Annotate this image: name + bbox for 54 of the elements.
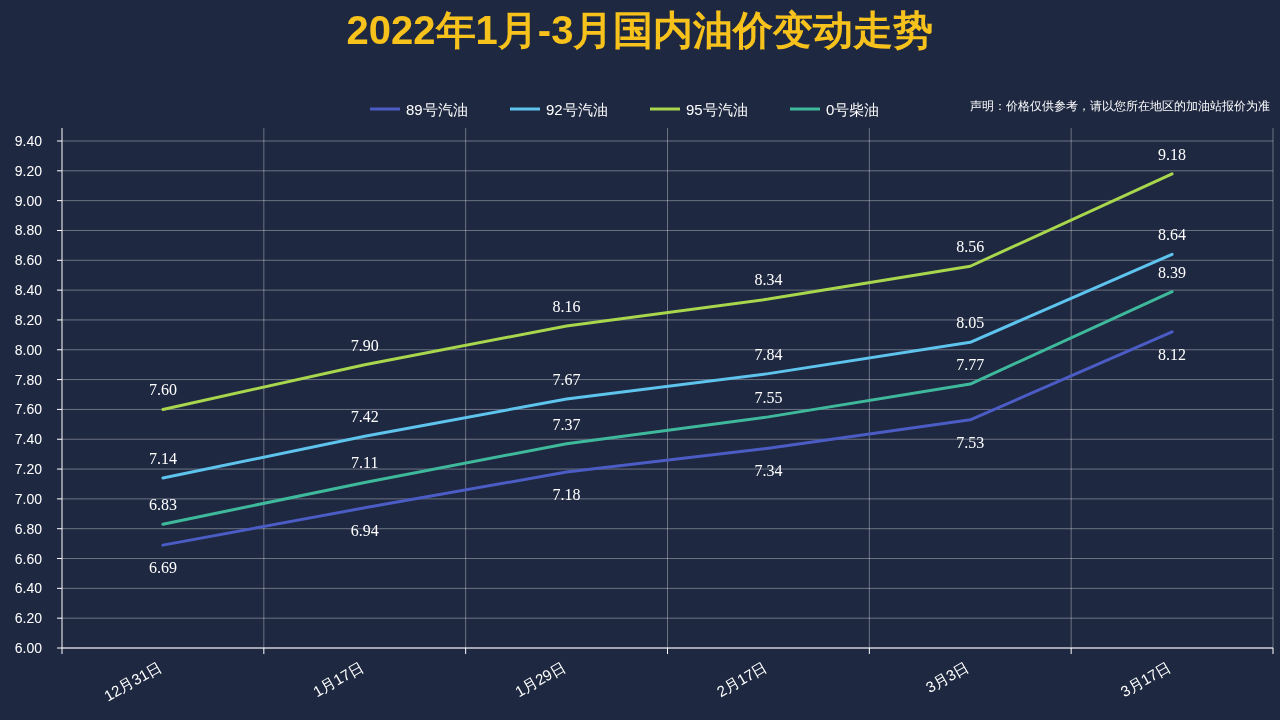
x-tick-label: 1月29日 xyxy=(511,657,569,701)
y-tick-label: 6.60 xyxy=(14,550,43,567)
y-tick-label: 7.60 xyxy=(14,401,43,418)
y-tick-label: 9.40 xyxy=(14,133,43,149)
data-label: 8.05 xyxy=(956,314,985,332)
y-tick-label: 8.00 xyxy=(14,341,43,358)
data-label: 7.77 xyxy=(956,356,985,374)
data-label: 8.39 xyxy=(1158,263,1187,281)
y-tick-label: 7.80 xyxy=(14,371,43,388)
y-tick-label: 6.00 xyxy=(14,640,43,656)
data-label: 7.37 xyxy=(552,415,581,433)
data-label: 7.34 xyxy=(754,462,783,480)
legend-label: 92号汽油 xyxy=(546,101,608,118)
data-label: 8.56 xyxy=(956,238,985,256)
y-tick-label: 6.40 xyxy=(14,580,43,597)
data-label: 8.16 xyxy=(552,297,581,315)
y-tick-label: 8.40 xyxy=(14,282,43,299)
data-label: 6.83 xyxy=(148,496,177,514)
x-tick-label: 12月31日 xyxy=(101,657,165,705)
y-tick-label: 9.20 xyxy=(14,162,43,179)
data-label: 7.14 xyxy=(148,450,177,468)
y-tick-label: 6.20 xyxy=(14,610,43,627)
y-tick-label: 9.00 xyxy=(14,192,43,209)
data-label: 7.55 xyxy=(754,388,783,406)
x-tick-label: 1月17日 xyxy=(310,657,367,701)
data-label: 7.90 xyxy=(350,336,379,354)
text: 声明：价格仅供参考，请以您所在地区的加油站报价为准 xyxy=(970,99,1270,113)
data-label: 7.11 xyxy=(351,454,379,472)
data-label: 7.60 xyxy=(148,381,177,399)
x-tick-label: 3月3日 xyxy=(922,657,972,696)
data-label: 6.94 xyxy=(350,521,379,539)
data-label: 6.69 xyxy=(148,559,177,577)
legend-label: 89号汽油 xyxy=(406,101,468,118)
data-label: 9.18 xyxy=(1158,145,1187,163)
data-label: 8.64 xyxy=(1158,226,1187,244)
x-tick-label: 2月17日 xyxy=(713,657,770,701)
y-tick-label: 8.80 xyxy=(14,222,43,239)
data-label: 7.53 xyxy=(956,433,985,451)
data-label: 7.18 xyxy=(552,486,581,504)
y-tick-label: 8.20 xyxy=(14,311,43,328)
y-tick-label: 7.20 xyxy=(14,461,43,478)
y-tick-label: 7.00 xyxy=(14,490,43,507)
legend-label: 95号汽油 xyxy=(686,101,748,118)
y-tick-label: 7.40 xyxy=(14,431,43,448)
data-label: 8.34 xyxy=(754,271,783,289)
chart-title: 2022年1月-3月国内油价变动走势 xyxy=(346,8,934,52)
x-tick-label: 3月17日 xyxy=(1117,657,1174,701)
legend-label: 0号柴油 xyxy=(826,101,880,118)
y-tick-label: 6.80 xyxy=(14,520,43,537)
data-label: 8.12 xyxy=(1158,345,1187,363)
data-label: 7.42 xyxy=(350,408,379,426)
y-tick-label: 8.60 xyxy=(14,252,43,269)
data-label: 7.67 xyxy=(552,370,581,388)
data-label: 7.84 xyxy=(754,345,783,363)
